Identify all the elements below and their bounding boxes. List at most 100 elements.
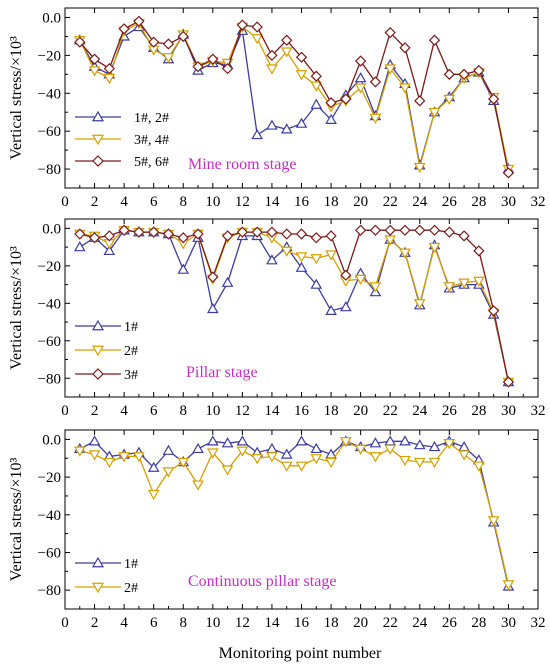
data-point (384, 444, 397, 455)
data-point (103, 230, 115, 242)
series-1 (73, 224, 515, 387)
data-point (162, 467, 175, 478)
x-tick-label: 4 (120, 615, 128, 631)
data-point (251, 226, 263, 238)
data-point (502, 167, 515, 179)
legend-marker (91, 134, 105, 146)
y-tick-label: 0.0 (42, 432, 61, 448)
data-point (118, 224, 130, 236)
data-point (118, 23, 130, 35)
data-point (473, 276, 485, 287)
data-point (428, 440, 441, 452)
x-tick-label: 14 (264, 615, 280, 631)
data-point (384, 224, 396, 236)
data-point (458, 278, 470, 289)
x-tick-label: 16 (294, 194, 310, 210)
data-point (354, 55, 367, 67)
data-point (369, 113, 382, 124)
data-point (221, 276, 234, 287)
data-point (295, 252, 308, 263)
x-tick-label: 28 (471, 403, 486, 419)
data-point (74, 228, 86, 240)
stage-label: Mine room stage (188, 156, 296, 173)
legend-label: 1# (124, 320, 138, 335)
legend: 1# 2# 3# (75, 319, 138, 383)
data-point (325, 250, 337, 261)
data-point (384, 235, 397, 246)
data-point (310, 70, 322, 82)
data-point (487, 516, 500, 527)
data-point (206, 435, 219, 446)
data-point (295, 261, 308, 272)
data-point (103, 73, 116, 85)
data-point (88, 450, 101, 461)
data-point (443, 68, 455, 80)
x-tick-label: 10 (205, 615, 220, 631)
data-point (162, 444, 175, 455)
data-point (251, 34, 263, 45)
data-point (266, 64, 278, 75)
data-point (295, 70, 308, 81)
data-point (133, 452, 145, 463)
data-point (295, 228, 308, 240)
legend-marker (91, 582, 105, 594)
data-point (103, 244, 116, 256)
data-point (325, 97, 337, 109)
x-tick-label: 14 (264, 194, 280, 210)
x-tick-label: 22 (383, 615, 398, 631)
data-point (266, 452, 278, 463)
data-point (206, 448, 219, 459)
data-point (192, 480, 204, 491)
legend-marker (92, 368, 104, 380)
panels-group: 0 2 4 6 8 10 12 14 16 18 20 22 24 26 28 30 320.0−20−40−6… (8, 7, 546, 631)
data-point (428, 457, 441, 469)
x-tick-label: 2 (91, 194, 99, 210)
x-tick-label: 2 (91, 615, 99, 631)
data-point (325, 113, 337, 124)
chart-panel-1: 0 2 4 6 8 10 12 14 16 18 20 22 24 26 28 30 320.0−20−40−6… (8, 7, 546, 210)
data-point (251, 454, 263, 465)
y-tick-label: −20 (38, 470, 61, 486)
data-point (236, 446, 249, 457)
y-axis-title: Vertical stress/×10³ (8, 36, 25, 160)
data-point (458, 68, 470, 80)
x-tick-label: 14 (264, 403, 280, 419)
x-tick-label: 24 (412, 403, 428, 419)
data-point (413, 299, 426, 310)
data-point (177, 30, 189, 43)
x-tick-label: 10 (205, 403, 220, 419)
x-axis-title: Monitoring point number (219, 645, 382, 662)
x-tick-label: 16 (294, 615, 310, 631)
data-point (133, 226, 145, 238)
series-2 (73, 437, 515, 591)
data-point (414, 95, 426, 107)
data-point (192, 228, 204, 240)
y-tick-label: −80 (38, 162, 61, 178)
data-point (458, 230, 470, 242)
x-tick-label: 18 (324, 403, 339, 419)
x-tick-label: 32 (531, 615, 546, 631)
chart-panel-2: 0 2 4 6 8 10 12 14 16 18 20 22 24 26 28 30 320.0−20−40−6… (8, 218, 546, 419)
data-point (147, 489, 160, 501)
x-tick-label: 12 (235, 403, 250, 419)
data-point (369, 282, 382, 293)
data-point (295, 117, 308, 128)
legend-label: 2# (124, 581, 138, 596)
data-point (413, 439, 426, 450)
x-tick-label: 24 (412, 615, 428, 631)
data-point (384, 64, 397, 75)
x-tick-label: 8 (180, 194, 188, 210)
data-point (443, 438, 456, 450)
data-point (413, 457, 426, 469)
x-tick-label: 12 (235, 194, 250, 210)
y-tick-label: −80 (38, 371, 61, 387)
data-point (221, 437, 234, 448)
data-point (88, 53, 101, 65)
data-point (103, 457, 116, 469)
data-point (221, 62, 234, 75)
data-point (236, 435, 249, 446)
legend-label: 1# (124, 557, 138, 572)
data-point (325, 304, 337, 316)
data-point (369, 452, 382, 463)
stage-label: Continuous pillar stage (188, 573, 336, 590)
